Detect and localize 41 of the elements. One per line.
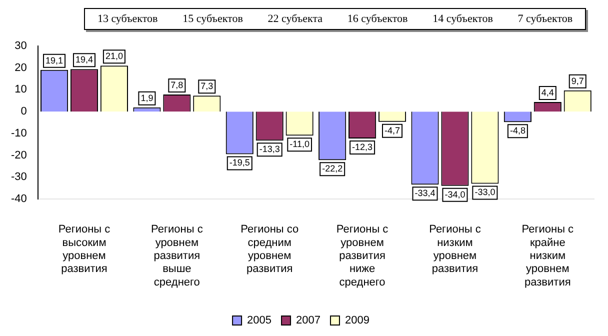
legend-label: 2007	[296, 314, 320, 327]
x-tick-label: Регионы с крайне низким уровнем развития	[522, 224, 574, 288]
data-label: 7,3	[200, 81, 214, 92]
y-tick-label: -30	[10, 171, 27, 184]
y-tick-label: 20	[14, 62, 27, 74]
data-label: 9,7	[571, 76, 584, 86]
text: 22 субъекта	[268, 13, 323, 25]
data-label: -11,0	[290, 139, 310, 150]
legend-label: 2009	[344, 314, 370, 327]
data-label: 21,0	[105, 51, 123, 62]
data-label: 7,8	[170, 80, 184, 90]
data-label: -4,8	[510, 126, 526, 136]
y-tick-label: 10	[14, 84, 27, 96]
y-tick-label: 0	[20, 106, 27, 118]
y-tick-label: -10	[10, 127, 27, 140]
text: 14 субъектов	[432, 13, 493, 25]
y-tick-label: 30	[14, 40, 27, 52]
x-tick-label: Регионы с уровнем развития выше среднего	[151, 224, 204, 288]
y-tick-label: -20	[10, 149, 27, 162]
x-tick-label: Регионы со средним уровнем развития	[240, 224, 299, 276]
text: 16 субъектов	[347, 13, 408, 25]
text: 15 субъектов	[182, 13, 243, 25]
text: 7 субъектов	[518, 13, 573, 25]
data-label: 19,4	[75, 54, 94, 65]
data-label: -22,2	[322, 164, 343, 174]
legend-label: 2005	[247, 314, 272, 327]
data-label: 4,4	[541, 87, 554, 98]
data-label: -13,3	[259, 144, 280, 154]
x-tick-label: Регионы с уровнем развития ниже среднего	[336, 224, 389, 288]
x-tick-label: Регионы с высоким уровнем развития	[58, 224, 111, 276]
data-label: -19,5	[229, 158, 250, 168]
data-label: 1,9	[140, 92, 154, 103]
data-label: -4,7	[384, 125, 400, 136]
x-tick-label: Регионы с низким уровнем развития	[429, 224, 482, 276]
data-label: 19,1	[46, 55, 64, 66]
data-label: -33,4	[414, 188, 436, 198]
y-tick-label: -40	[10, 193, 27, 206]
text: 13 субъектов	[97, 13, 158, 25]
data-label: -34,0	[444, 189, 466, 200]
data-label: -33,0	[474, 187, 496, 198]
data-label: -12,3	[352, 142, 373, 152]
